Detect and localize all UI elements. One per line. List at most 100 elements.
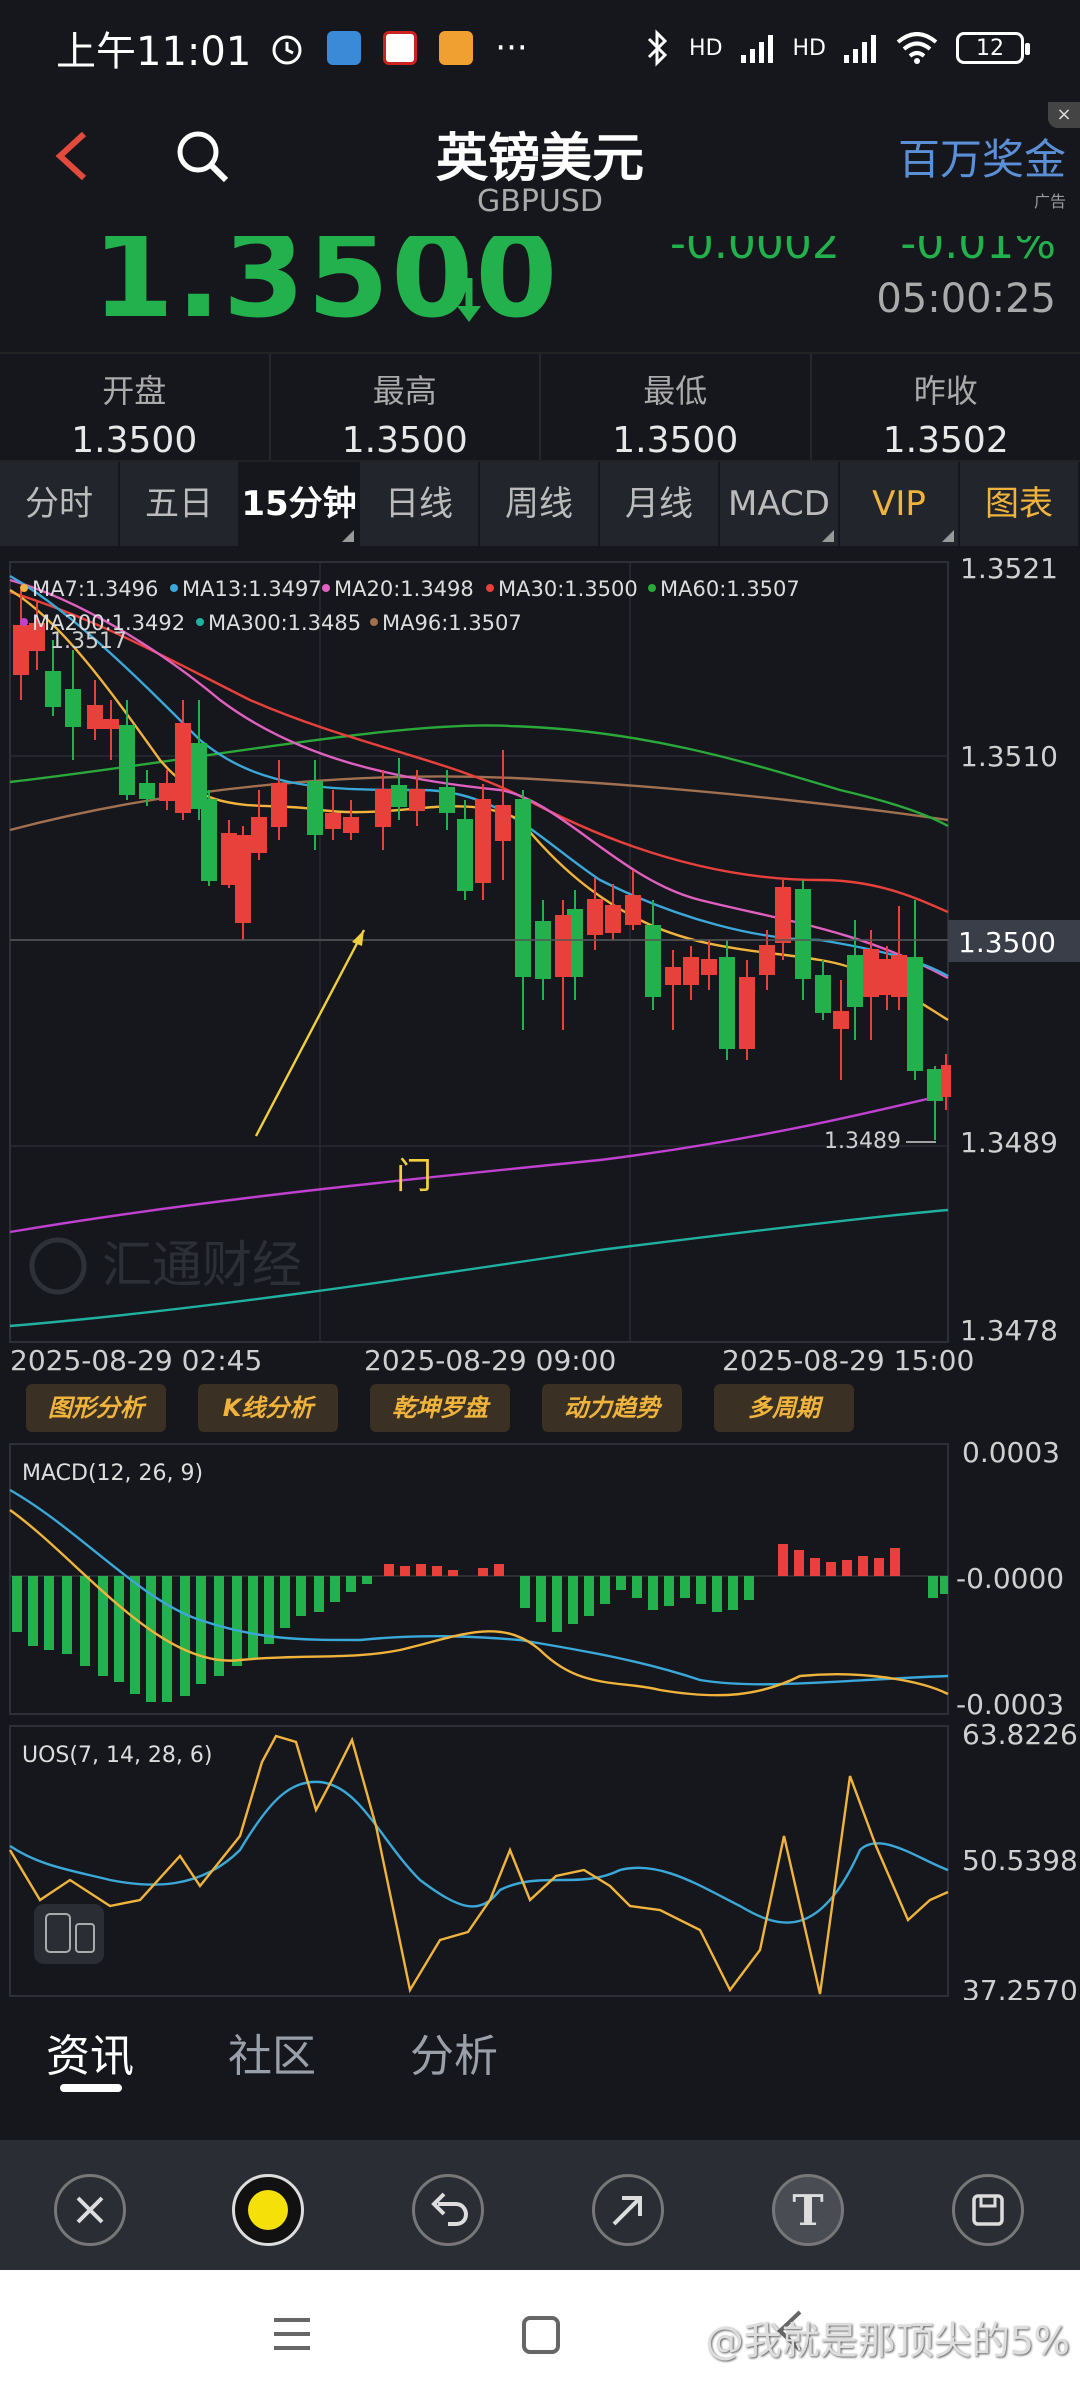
chart-watermark: 汇通财经 (29, 1236, 302, 1295)
tab-analysis[interactable]: 分析 (410, 2031, 498, 2082)
arrow-tool-button[interactable] (592, 2174, 664, 2246)
save-drawing-button[interactable] (952, 2174, 1024, 2246)
undo-button[interactable] (412, 2174, 484, 2246)
svg-text:MA13:1.3497: MA13:1.3497 (182, 577, 322, 601)
pattern-analysis-button[interactable]: 图形分析 (26, 1384, 166, 1432)
menu-icon (274, 2318, 310, 2350)
svg-text:MA30:1.3500: MA30:1.3500 (498, 577, 638, 601)
dropdown-corner-icon (342, 530, 354, 542)
app-notification-icon (327, 31, 362, 65)
header: 英镑美元 GBPUSD 百万奖金 广告 × (0, 96, 1080, 236)
svg-text:MA96:1.3507: MA96:1.3507 (382, 611, 522, 635)
signal-hd-2: HD (792, 35, 826, 61)
ma300-line (9, 1208, 949, 1328)
alarm-icon (272, 35, 302, 65)
ma200-line (9, 1092, 949, 1234)
macd-histogram-positive (384, 1544, 900, 1576)
drawn-arrow[interactable] (254, 929, 366, 1137)
ma-legend: MA7:1.3496 MA13:1.3497 MA20:1.3498 MA30:… (20, 577, 800, 635)
compass-button[interactable]: 乾坤罗盘 (370, 1384, 510, 1432)
analysis-buttons: 图形分析 K线分析 乾坤罗盘 动力趋势 多周期 (26, 1384, 854, 1432)
battery-level: 12 (976, 35, 1004, 61)
search-button[interactable] (172, 126, 232, 186)
tab-monthly[interactable]: 月线 (600, 462, 720, 546)
multi-period-button[interactable]: 多周期 (714, 1384, 854, 1432)
low-marker: 1.3489 (824, 1129, 901, 1154)
close-drawing-button[interactable] (54, 2174, 126, 2246)
close-icon (76, 2196, 104, 2224)
svg-text:MA300:1.3485: MA300:1.3485 (208, 611, 361, 635)
svg-text:MA200:1.3492: MA200:1.3492 (32, 611, 185, 635)
fullscreen-toggle-icon[interactable] (34, 1904, 104, 1964)
drawn-text-annotation[interactable]: 门 (396, 1156, 432, 1197)
recent-apps-button[interactable] (272, 2314, 312, 2365)
svg-text:0.0003: 0.0003 (962, 1436, 1060, 1469)
signal-icon-2 (844, 35, 876, 63)
svg-text:-0.0003: -0.0003 (956, 1688, 1064, 1721)
system-back-button[interactable] (770, 2306, 810, 2367)
tab-macd-label: MACD (728, 484, 830, 524)
last-price-label: 1.3500 (958, 926, 1056, 959)
quote-stats: 开盘 1.3500 最高 1.3500 最低 1.3500 昨收 1.3502 (0, 352, 1080, 462)
text-tool-icon: T (792, 2185, 824, 2235)
macd-y-axis: 0.0003 -0.0000 -0.0003 (956, 1436, 1064, 1721)
drawing-toolbar: T (0, 2140, 1080, 2270)
bluetooth-icon (647, 29, 668, 67)
svg-text:1.3478: 1.3478 (960, 1314, 1058, 1347)
symbol-code: GBPUSD (476, 184, 604, 219)
tab-vip-label: VIP (872, 484, 926, 524)
tab-five-day[interactable]: 五日 (120, 462, 240, 546)
svg-text:2025-08-29 15:00: 2025-08-29 15:00 (722, 1344, 974, 1377)
stat-low: 最低 1.3500 (541, 354, 812, 461)
svg-text:37.2570: 37.2570 (962, 1974, 1078, 2000)
back-button[interactable] (52, 126, 92, 202)
svg-text:-0.0000: -0.0000 (956, 1562, 1064, 1595)
kline-analysis-button[interactable]: K线分析 (198, 1384, 338, 1432)
stat-open: 开盘 1.3500 (0, 354, 271, 461)
tab-news[interactable]: 资讯 (46, 2031, 134, 2082)
quote-time: 05:00:25 (876, 276, 1056, 322)
user-watermark: @我就是那顶尖的5% (705, 2319, 1070, 2363)
svg-text:2025-08-29 09:00: 2025-08-29 09:00 (364, 1344, 616, 1377)
tab-weekly[interactable]: 周线 (480, 462, 600, 546)
signal-icon-1 (740, 35, 773, 63)
status-right: HD HD 12 (645, 29, 1030, 67)
macd-title: MACD(12, 26, 9) (22, 1461, 203, 1486)
tab-community[interactable]: 社区 (228, 2031, 316, 2082)
dropdown-corner-icon (822, 530, 834, 542)
status-notification-icons: ··· (269, 28, 528, 68)
main-x-axis: 2025-08-29 02:45 2025-08-29 09:00 2025-0… (10, 1344, 974, 1377)
battery-indicator: 12 (956, 32, 1030, 64)
save-icon (972, 2194, 1004, 2226)
current-price: 1.3500 (92, 236, 560, 344)
svg-text:63.8226: 63.8226 (962, 1718, 1078, 1751)
uos-signal-line (9, 1780, 949, 1924)
tab-daily[interactable]: 日线 (360, 462, 480, 546)
ad-banner[interactable]: 百万奖金 (897, 135, 1066, 184)
ma60-line (9, 724, 949, 828)
uos-title: UOS(7, 14, 28, 6) (22, 1743, 213, 1768)
text-tool-button[interactable]: T (772, 2174, 844, 2246)
chart-area[interactable]: 汇通财经 (0, 546, 1080, 2000)
price-change: -0.0002 (670, 236, 840, 269)
tab-vip[interactable]: VIP (840, 462, 960, 546)
signal-hd-1: HD (689, 35, 723, 61)
tab-15min[interactable]: 15分钟 (240, 462, 360, 546)
tab-macd[interactable]: MACD (720, 462, 840, 546)
mail-notification-icon (439, 31, 474, 65)
svg-text:1.3510: 1.3510 (960, 740, 1058, 773)
price-change-pct: -0.01% (900, 236, 1056, 269)
momentum-trend-button[interactable]: 动力趋势 (542, 1384, 682, 1432)
ad-close-button[interactable]: × (1048, 102, 1080, 128)
tab-chart[interactable]: 图表 (960, 462, 1080, 546)
svg-text:MA7:1.3496: MA7:1.3496 (32, 577, 158, 601)
status-bar: 上午11:01 ··· HD HD 12 (0, 0, 1080, 96)
tab-15min-label: 15分钟 (241, 484, 357, 524)
home-button[interactable] (522, 2316, 560, 2354)
undo-icon (431, 2192, 469, 2226)
yellow-color-icon (248, 2190, 288, 2230)
period-tabs: 分时 五日 15分钟 日线 周线 月线 MACD VIP 图表 (0, 462, 1080, 546)
color-picker-button[interactable] (232, 2174, 304, 2246)
svg-text:MA20:1.3498: MA20:1.3498 (334, 577, 474, 601)
tab-intraday[interactable]: 分时 (0, 462, 120, 546)
